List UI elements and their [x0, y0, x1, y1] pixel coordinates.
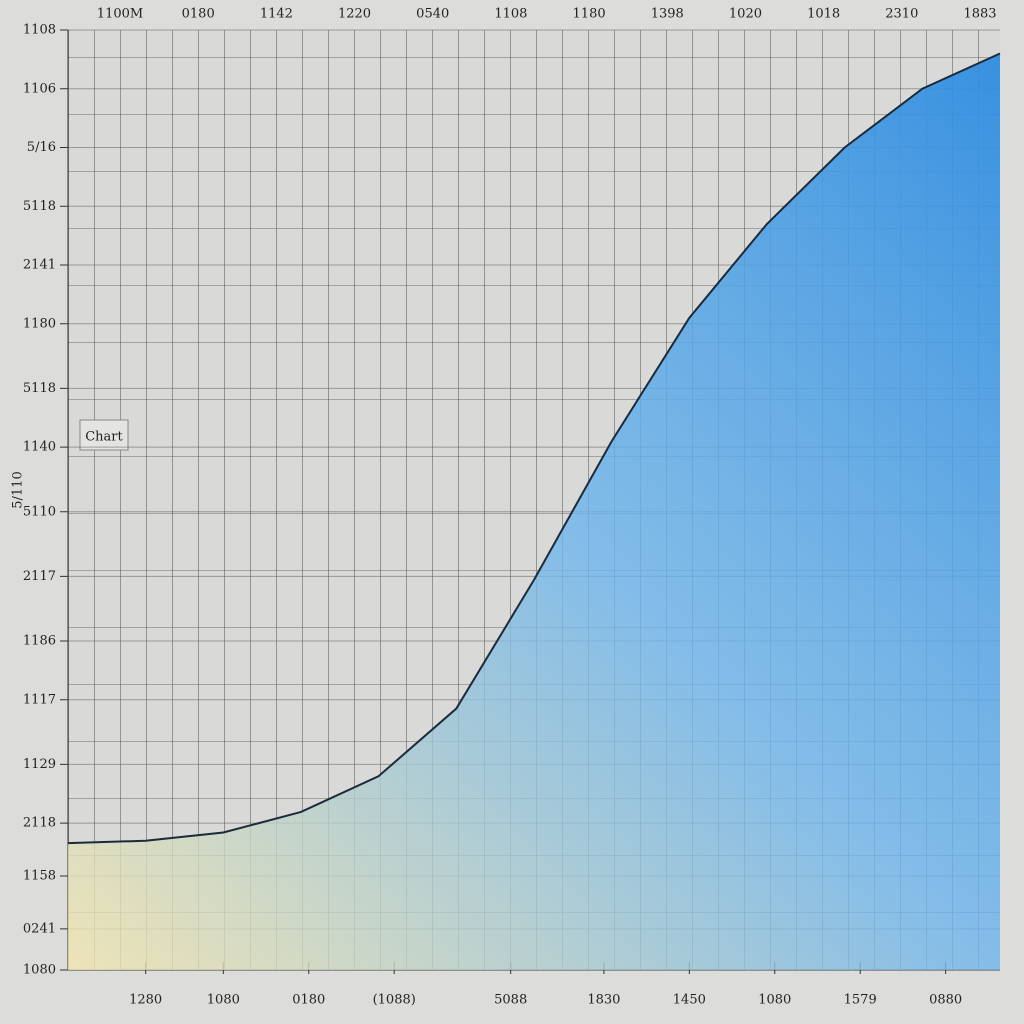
y-tick-label: 5118: [23, 381, 56, 396]
y-tick-label: 1158: [23, 869, 56, 884]
top-label: 1220: [338, 7, 371, 22]
top-label: 1018: [807, 7, 840, 22]
x-tick-label: (1088): [373, 993, 416, 1008]
x-tick-label: 1450: [673, 993, 706, 1008]
x-tick-label: 1080: [207, 993, 240, 1008]
top-label: 0180: [182, 7, 215, 22]
y-tick-label: 1186: [23, 634, 56, 649]
y-tick-label: 1108: [23, 23, 56, 38]
y-tick-label: 5118: [23, 199, 56, 214]
y-tick-label: 2118: [23, 816, 56, 831]
y-tick-label: 1080: [23, 963, 56, 978]
y-axis-label: 5/110: [11, 471, 26, 508]
top-label: 1883: [963, 7, 996, 22]
x-tick-label: 1579: [844, 993, 877, 1008]
top-label: 1100M: [97, 7, 143, 22]
y-tick-label: 2117: [23, 569, 56, 584]
top-label: 1108: [494, 7, 527, 22]
x-tick-label: 0180: [292, 993, 325, 1008]
x-tick-label: 5088: [494, 993, 527, 1008]
y-tick-label: 1117: [23, 692, 56, 707]
y-tick-label: 1180: [23, 316, 56, 331]
y-tick-label: 5/16: [27, 140, 56, 155]
y-tick-label: 1106: [23, 81, 56, 96]
top-label: 2310: [885, 7, 918, 22]
top-label: 1180: [573, 7, 606, 22]
x-tick-label: 1080: [758, 993, 791, 1008]
top-label: 0540: [416, 7, 449, 22]
legend-label: Chart: [85, 430, 123, 445]
y-tick-label: 0241: [23, 921, 56, 936]
top-label: 1020: [729, 7, 762, 22]
x-tick-label: 1280: [129, 993, 162, 1008]
legend-box: [79, 419, 129, 451]
x-tick-label: 1830: [587, 993, 620, 1008]
top-label: 1398: [651, 7, 684, 22]
y-tick-label: 2141: [23, 258, 56, 273]
y-tick-label: 1140: [23, 440, 56, 455]
top-label: 1142: [260, 7, 293, 22]
y-tick-label: 5110: [23, 504, 56, 519]
area-line: [67, 52, 1001, 845]
x-tick-label: 0880: [929, 993, 962, 1008]
y-tick-label: 1129: [23, 757, 56, 772]
area-fill: [68, 53, 1000, 970]
